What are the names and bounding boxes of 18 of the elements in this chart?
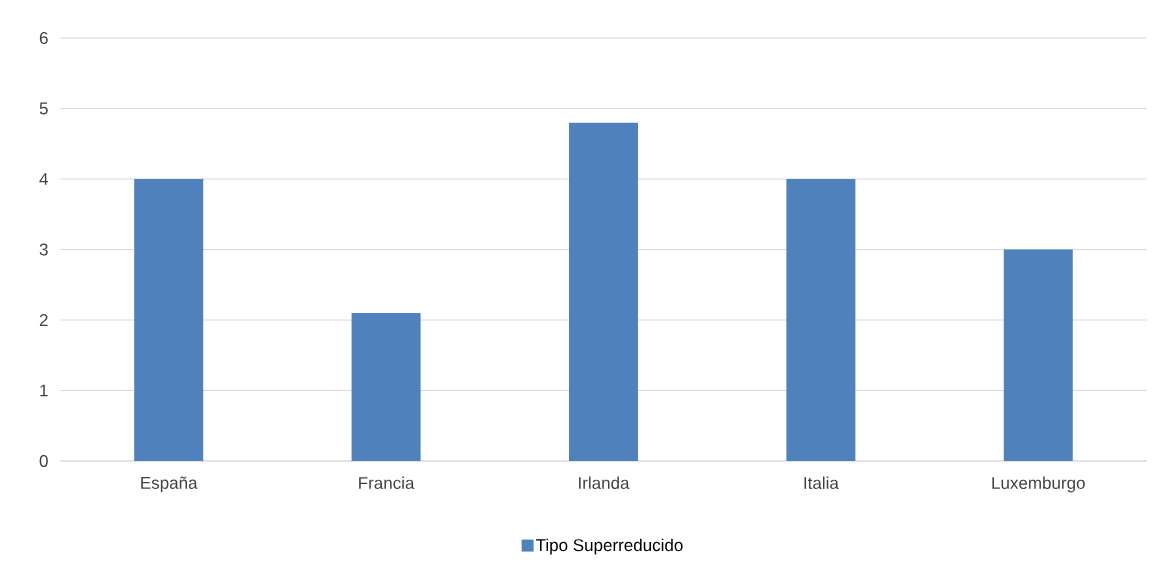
- x-tick-label: Irlanda: [579, 476, 630, 490]
- x-tick-label: Italia: [804, 476, 839, 490]
- y-tick-label: 2: [39, 314, 48, 326]
- bar: [786, 179, 856, 461]
- bar: [134, 179, 204, 461]
- y-tick-label: 6: [39, 31, 48, 45]
- y-tick-label: 3: [39, 243, 48, 256]
- bar: [1003, 249, 1073, 461]
- bar: [351, 312, 421, 461]
- x-tick-label: Luxemburgo: [992, 476, 1085, 493]
- y-tick-label: 5: [39, 102, 48, 115]
- y-tick-label: 1: [40, 384, 48, 397]
- bar: [568, 122, 638, 461]
- legend-label: Tipo Superreducido: [536, 538, 683, 555]
- x-tick-label: España: [141, 476, 198, 493]
- y-tick-label: 0: [39, 454, 48, 468]
- y-tick-label: 4: [39, 173, 48, 185]
- x-tick-label: Francia: [359, 476, 415, 490]
